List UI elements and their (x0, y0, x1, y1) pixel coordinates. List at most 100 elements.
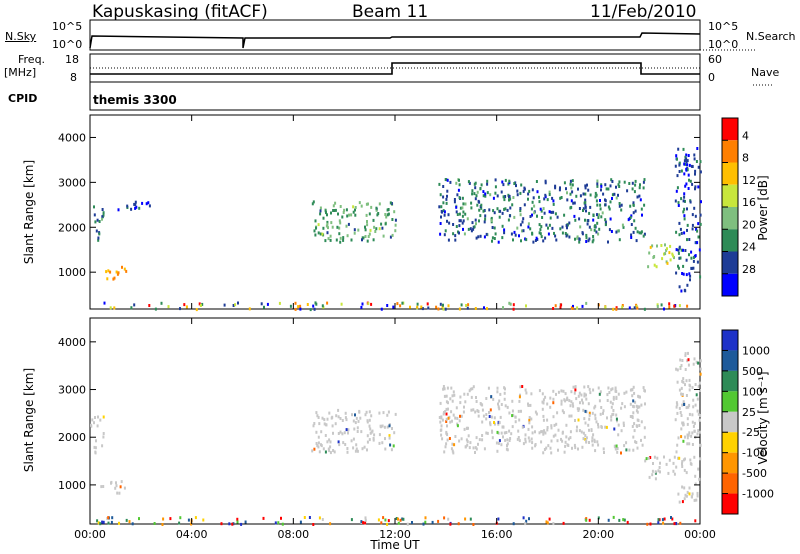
echo-cell (485, 417, 488, 421)
echo-cell (636, 195, 639, 199)
echo-cell (699, 367, 702, 371)
echo-cell (339, 221, 342, 225)
echo-cell (446, 433, 449, 437)
echo-cell (368, 438, 371, 442)
echo-cell (615, 444, 618, 448)
echo-cell (94, 446, 97, 450)
echo-cell (442, 185, 445, 188)
echo-cell (587, 402, 590, 406)
echo-cell (329, 238, 332, 242)
echo-cell (368, 212, 371, 216)
echo-cell (347, 428, 350, 432)
echo-cell (161, 523, 164, 526)
echo-cell (682, 377, 685, 381)
echo-cell (456, 422, 459, 426)
echo-cell (599, 390, 602, 394)
colorbar-segment (722, 452, 738, 474)
echo-cell (618, 202, 621, 205)
echo-cell (633, 422, 636, 426)
echo-cell (629, 415, 632, 418)
echo-cell (498, 407, 501, 411)
echo-cell (584, 192, 587, 196)
echo-cell (542, 239, 545, 243)
echo-cell (493, 422, 496, 426)
echo-cell (574, 419, 576, 422)
echo-cell (313, 307, 316, 311)
echo-cell (640, 403, 643, 407)
echo-cell (389, 443, 392, 447)
echo-cell (604, 203, 607, 207)
echo-cell (697, 361, 700, 365)
echo-cell (686, 433, 689, 437)
echo-cell (519, 385, 522, 389)
echo-cell (688, 238, 691, 241)
echo-cell (686, 359, 689, 363)
echo-cell (681, 462, 683, 466)
echo-cell (509, 437, 512, 440)
echo-cell (680, 386, 683, 390)
echo-cell (326, 417, 329, 421)
echo-cell (629, 216, 632, 219)
nsky-trace (89, 32, 701, 49)
echo-cell (687, 433, 690, 437)
echo-cell (620, 208, 623, 212)
echo-cell (442, 303, 444, 307)
echo-cell (658, 466, 661, 469)
echo-cell (541, 407, 544, 411)
echo-cell (588, 211, 591, 215)
echo-cell (682, 210, 685, 214)
echo-cell (480, 403, 483, 407)
echo-cell (584, 184, 587, 188)
echo-cell (506, 438, 509, 442)
nave-label: Nave (751, 66, 780, 79)
echo-cell (600, 183, 603, 187)
echo-cell (597, 425, 600, 429)
echo-cell (673, 455, 676, 459)
echo-cell (454, 234, 457, 238)
echo-cell (462, 219, 465, 223)
echo-cell (684, 383, 686, 387)
echo-cell (466, 306, 469, 310)
echo-cell (694, 185, 697, 189)
echo-cell (588, 387, 591, 391)
echo-cell (107, 269, 110, 273)
echo-cell (565, 435, 568, 439)
colorbar-tick-label: 16 (742, 196, 756, 209)
echo-cell (685, 273, 688, 277)
echo-cell (633, 306, 636, 310)
echo-cell (472, 385, 475, 389)
echo-cell (614, 386, 617, 390)
echo-cell (355, 416, 358, 420)
echo-cell (559, 305, 562, 309)
echo-cell (566, 397, 568, 401)
echo-cell (592, 388, 595, 392)
echo-cell (612, 409, 615, 412)
echo-cell (334, 208, 337, 212)
echo-cell (642, 386, 645, 390)
echo-cell (323, 418, 326, 422)
echo-cell (110, 480, 113, 484)
echo-cell (684, 162, 687, 166)
echo-cell (294, 301, 297, 305)
echo-cell (668, 305, 671, 309)
echo-cell (510, 432, 513, 436)
echo-cell (687, 154, 690, 157)
echo-cell (320, 443, 322, 447)
echo-cell (504, 195, 507, 198)
echo-cell (345, 418, 348, 422)
colorbar-tick-label: 24 (742, 241, 756, 254)
echo-cell (505, 431, 508, 434)
echo-cell (394, 229, 397, 233)
echo-cell (688, 412, 691, 416)
echo-cell (689, 458, 692, 462)
echo-cell (691, 227, 694, 231)
echo-cell (231, 522, 234, 526)
echo-cell (550, 439, 553, 443)
echo-cell (439, 222, 442, 225)
echo-cell (543, 211, 546, 215)
echo-cell (519, 207, 522, 210)
echo-cell (699, 457, 702, 461)
echo-cell (355, 443, 358, 447)
echo-cell (135, 205, 138, 209)
echo-cell (527, 222, 530, 226)
